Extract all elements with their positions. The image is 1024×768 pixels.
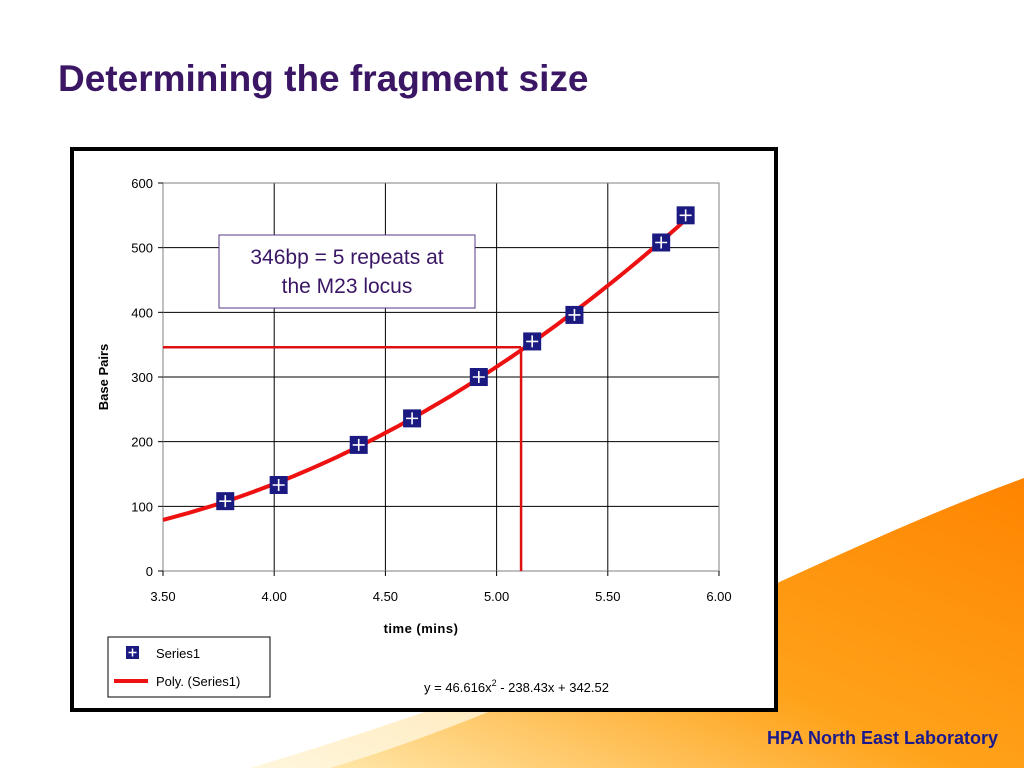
y-tick-label: 400 xyxy=(131,305,153,320)
y-tick-label: 600 xyxy=(131,176,153,191)
x-tick-label: 3.50 xyxy=(150,589,175,604)
y-tick-label: 0 xyxy=(146,564,153,579)
legend-label-series1: Series1 xyxy=(156,646,200,661)
data-point xyxy=(676,206,695,225)
equation-prefix: y = 46.616x xyxy=(424,680,492,695)
equation-suffix: - 238.43x + 342.52 xyxy=(497,680,609,695)
chart-frame: 0 100 200 300 400 500 600 3.50 4.00 4.50 5.00 5.50 6… xyxy=(70,147,778,712)
x-tick-label: 5.50 xyxy=(595,589,620,604)
trendline-equation: y = 46.616x2 - 238.43x + 342.52 xyxy=(424,678,609,695)
equation-exponent: 2 xyxy=(492,678,497,688)
annotation-box: 346bp = 5 repeats at the M23 locus xyxy=(218,234,476,309)
y-tick-label: 100 xyxy=(131,499,153,514)
swoosh-orange-band xyxy=(330,478,1024,768)
data-point xyxy=(652,233,671,252)
x-tick-label: 4.50 xyxy=(373,589,398,604)
tick-labels: 0 100 200 300 400 500 600 3.50 4.00 4.50 5.00 5.50 6… xyxy=(131,176,731,604)
footer-lab-name: HPA North East Laboratory xyxy=(766,728,998,748)
data-point xyxy=(349,435,368,454)
data-point xyxy=(269,475,288,494)
data-point xyxy=(216,492,235,511)
y-axis-label: Base Pairs xyxy=(96,344,111,411)
data-point xyxy=(523,332,542,351)
axes xyxy=(158,182,720,576)
annotation-line-1: 346bp = 5 repeats at xyxy=(250,246,443,269)
data-point xyxy=(403,409,422,428)
legend: Series1 Poly. (Series1) xyxy=(107,636,271,698)
trendline-layer xyxy=(162,218,687,522)
y-tick-label: 200 xyxy=(131,435,153,450)
slide-title: Determining the fragment size xyxy=(58,58,589,99)
x-tick-label: 4.00 xyxy=(262,589,287,604)
legend-marker-series1 xyxy=(126,646,139,659)
data-point xyxy=(469,368,488,386)
data-point xyxy=(565,305,584,324)
data-points xyxy=(216,206,695,511)
polynomial-trendline xyxy=(162,218,687,522)
x-tick-label: 5.00 xyxy=(484,589,509,604)
chart: 0 100 200 300 400 500 600 3.50 4.00 4.50 5.00 5.50 6… xyxy=(96,176,732,698)
annotation-line-2: the M23 locus xyxy=(282,275,413,298)
x-tick-label: 6.00 xyxy=(706,589,731,604)
x-axis-label: time (mins) xyxy=(384,621,459,636)
y-tick-label: 300 xyxy=(131,370,153,385)
guide-lines xyxy=(163,346,523,571)
legend-label-poly: Poly. (Series1) xyxy=(156,674,240,689)
y-tick-label: 500 xyxy=(131,241,153,256)
